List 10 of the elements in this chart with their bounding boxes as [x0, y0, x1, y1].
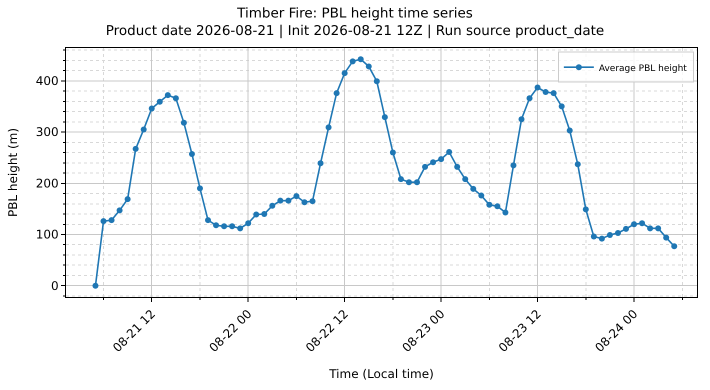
y-tick-label: 300: [36, 125, 59, 140]
legend-label: Average PBL height: [598, 64, 688, 74]
y-tick-label: 400: [36, 74, 59, 88]
y-axis-title: PBL height (m): [6, 128, 20, 218]
x-axis-title: Time (Local time): [328, 366, 434, 381]
y-tick-label: 100: [36, 228, 59, 242]
y-tick-label: 200: [36, 176, 59, 190]
chart-subtitle: Product date 2026-08-21 | Init 2026-08-21 12Z | Run source product_date: [106, 23, 604, 40]
y-tick-label: 0: [50, 278, 59, 293]
chart-title: Timber Fire: PBL height time series: [236, 6, 473, 22]
